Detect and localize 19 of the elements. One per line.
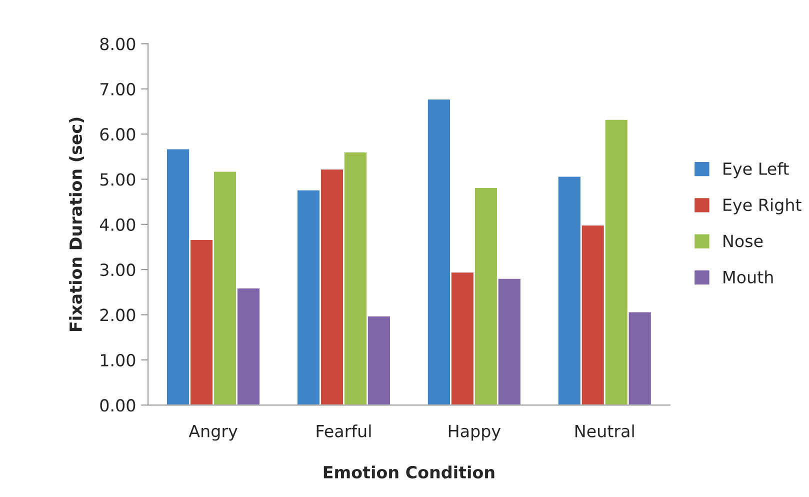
y-tick-label: 8.00 [100, 38, 136, 50]
legend-label: Mouth [724, 270, 773, 284]
x-tick-label: Fearful [316, 424, 371, 438]
x-axis-title: Emotion Condition [324, 466, 494, 479]
legend-label: Nose [724, 234, 763, 248]
y-tick-label: 1.00 [100, 354, 136, 366]
x-tick-label: Neutral [576, 424, 634, 438]
y-tick-label: 0.00 [100, 399, 136, 412]
legend-label: Eye Right [724, 198, 802, 214]
y-tick-label: 4.00 [100, 218, 136, 231]
legend-label: Eye Left [724, 162, 789, 178]
y-tick-label: 6.00 [100, 128, 136, 141]
y-tick-label: 5.00 [100, 173, 136, 186]
y-tick-label: 2.00 [100, 308, 136, 322]
y-axis-title: Fixation Duration (sec) [69, 118, 84, 331]
x-tick-label: Angry [188, 425, 238, 441]
y-tick-label: 7.00 [100, 82, 136, 96]
y-tick-label: 3.00 [100, 264, 136, 276]
x-tick-label: Happy [448, 425, 501, 441]
